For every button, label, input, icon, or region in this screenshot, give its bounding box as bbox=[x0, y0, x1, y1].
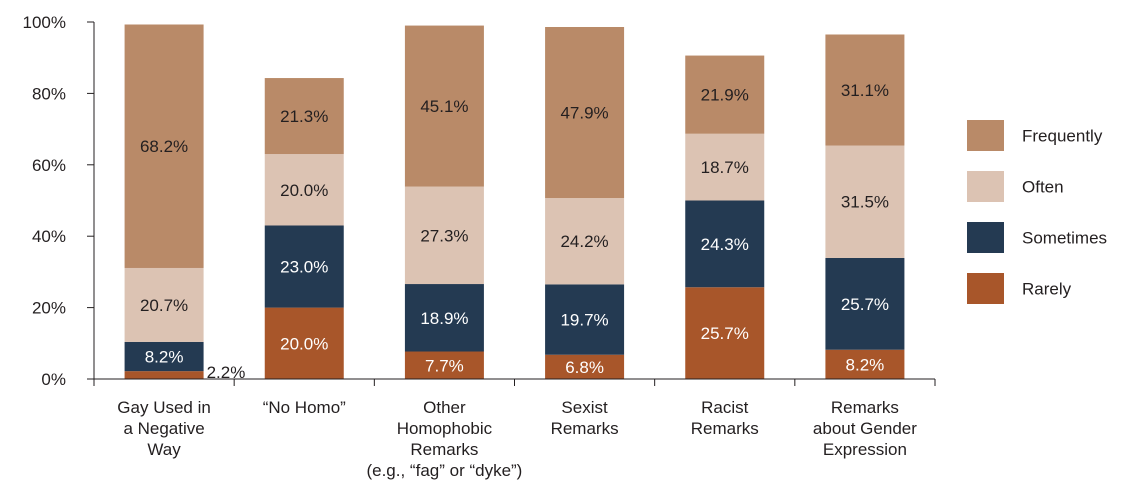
data-label-sometimes: 19.7% bbox=[560, 311, 608, 330]
bar-stack-4: 6.8% 19.7% 24.2% 47.9% bbox=[545, 26, 625, 379]
x-category-label-line: Sexist bbox=[561, 398, 608, 417]
data-label-often: 20.7% bbox=[140, 296, 188, 315]
legend-label: Rarely bbox=[1022, 280, 1072, 299]
bar-segment-often bbox=[264, 154, 344, 226]
data-label-rarely: 7.7% bbox=[425, 356, 464, 375]
data-label-often: 27.3% bbox=[420, 226, 468, 245]
legend-swatch bbox=[967, 171, 1004, 202]
x-category-label-line: (e.g., “fag” or “dyke”) bbox=[366, 461, 522, 480]
x-category-label-line: Remarks bbox=[691, 419, 759, 438]
data-label-rarely: 20.0% bbox=[280, 334, 328, 353]
data-label-frequently: 68.2% bbox=[140, 137, 188, 156]
legend-item-sometimes: Sometimes bbox=[967, 222, 1107, 253]
bar-stack-5: 25.7% 24.3% 18.7% 21.9% bbox=[685, 55, 765, 379]
bar-segment-often bbox=[404, 186, 484, 285]
legend-item-frequently: Frequently bbox=[967, 120, 1103, 151]
x-category-label-line: Gay Used in bbox=[117, 398, 211, 417]
x-category-label: Gay Used in a Negative Way bbox=[117, 398, 211, 459]
data-label-rarely: 25.7% bbox=[701, 324, 749, 343]
y-axis: 0% 20% 40% 60% 80% 100% bbox=[23, 13, 95, 389]
bar-stack-2: 20.0% 23.0% 20.0% 21.3% bbox=[264, 78, 344, 379]
x-category-label: Remarks about Gender Expression bbox=[813, 398, 917, 459]
x-category-label-line: Racist bbox=[701, 398, 749, 417]
y-tick-label: 0% bbox=[41, 370, 66, 389]
data-label-sometimes: 25.7% bbox=[841, 295, 889, 314]
data-label-sometimes: 23.0% bbox=[280, 258, 328, 277]
bar-segment-often bbox=[545, 198, 625, 285]
bar-segment-often bbox=[825, 145, 905, 258]
bar-segment-frequently bbox=[404, 25, 484, 187]
x-category-label: “No Homo” bbox=[263, 398, 346, 417]
legend-item-rarely: Rarely bbox=[967, 273, 1072, 304]
bar-segment-rarely bbox=[825, 349, 905, 379]
x-category-label: Sexist Remarks bbox=[551, 398, 619, 438]
bar-stack-6: 8.2% 25.7% 31.5% 31.1% bbox=[825, 34, 905, 379]
data-label-frequently: 31.1% bbox=[841, 81, 889, 100]
bar-segment-rarely bbox=[264, 307, 344, 379]
x-category-label: Racist Remarks bbox=[691, 398, 759, 438]
bar-segment-frequently bbox=[124, 24, 204, 268]
data-label-frequently: 45.1% bbox=[420, 97, 468, 116]
legend-label: Sometimes bbox=[1022, 229, 1107, 248]
x-category-label-line: Remarks bbox=[831, 398, 899, 417]
bar-segment-rarely bbox=[124, 371, 204, 379]
legend: Frequently Often Sometimes Rarely bbox=[967, 120, 1107, 304]
data-label-often: 24.2% bbox=[560, 232, 608, 251]
bar-segment-often bbox=[124, 267, 204, 342]
y-tick-label: 100% bbox=[23, 13, 66, 32]
data-label-frequently: 21.9% bbox=[701, 86, 749, 105]
x-category-label-line: Other bbox=[423, 398, 466, 417]
legend-swatch bbox=[967, 120, 1004, 151]
data-label-often: 20.0% bbox=[280, 181, 328, 200]
x-category-label-line: a Negative bbox=[123, 419, 204, 438]
bar-stacks: 2.2% 8.2% 20.7% 68.2% 20.0% 23.0% 20.0% 21.3% 7.… bbox=[124, 24, 905, 382]
y-tick-label: 60% bbox=[32, 156, 66, 175]
bar-segment-rarely bbox=[545, 354, 625, 379]
data-label-often: 18.7% bbox=[701, 158, 749, 177]
data-label-rarely: 6.8% bbox=[565, 358, 604, 377]
bar-segment-rarely bbox=[404, 351, 484, 379]
x-category-label-line: Way bbox=[147, 440, 181, 459]
data-label-rarely: 8.2% bbox=[846, 355, 885, 374]
legend-item-often: Often bbox=[967, 171, 1064, 202]
data-label-sometimes: 24.3% bbox=[701, 235, 749, 254]
data-label-often: 31.5% bbox=[841, 193, 889, 212]
bar-segment-frequently bbox=[825, 34, 905, 146]
bar-segment-often bbox=[685, 133, 765, 201]
x-category-label-line: “No Homo” bbox=[263, 398, 346, 417]
bar-segment-rarely bbox=[685, 287, 765, 379]
data-label-frequently: 21.3% bbox=[280, 107, 328, 126]
data-label-sometimes: 8.2% bbox=[145, 348, 184, 367]
bar-segment-frequently bbox=[264, 78, 344, 155]
x-category-label-line: Remarks bbox=[410, 440, 478, 459]
x-category-label-line: Expression bbox=[823, 440, 907, 459]
bar-segment-sometimes bbox=[825, 257, 905, 350]
bar-segment-frequently bbox=[685, 55, 765, 134]
data-label-sometimes: 18.9% bbox=[420, 309, 468, 328]
x-category-label-line: Homophobic bbox=[397, 419, 493, 438]
bar-segment-frequently bbox=[545, 26, 625, 199]
bar-segment-sometimes bbox=[545, 284, 625, 355]
x-category-label-line: Remarks bbox=[551, 419, 619, 438]
y-tick-label: 20% bbox=[32, 299, 66, 318]
bar-segment-sometimes bbox=[685, 200, 765, 288]
legend-label: Often bbox=[1022, 178, 1064, 197]
x-axis: Gay Used in a Negative Way “No Homo” Other Ho… bbox=[93, 378, 936, 480]
x-category-label: Other Homophobic Remarks (e.g., “fag” or “d… bbox=[366, 398, 522, 480]
legend-swatch bbox=[967, 222, 1004, 253]
bar-segment-sometimes bbox=[124, 341, 204, 372]
x-category-label-line: about Gender bbox=[813, 419, 917, 438]
bar-stack-1: 2.2% 8.2% 20.7% 68.2% bbox=[124, 24, 246, 382]
y-tick-label: 80% bbox=[32, 84, 66, 103]
bar-segment-sometimes bbox=[264, 225, 344, 308]
bar-stack-3: 7.7% 18.9% 27.3% 45.1% bbox=[404, 25, 484, 379]
legend-label: Frequently bbox=[1022, 127, 1103, 146]
data-label-frequently: 47.9% bbox=[560, 103, 608, 122]
bar-segment-sometimes bbox=[404, 284, 484, 352]
data-label-rarely: 2.2% bbox=[207, 363, 246, 382]
legend-swatch bbox=[967, 273, 1004, 304]
y-tick-label: 40% bbox=[32, 227, 66, 246]
